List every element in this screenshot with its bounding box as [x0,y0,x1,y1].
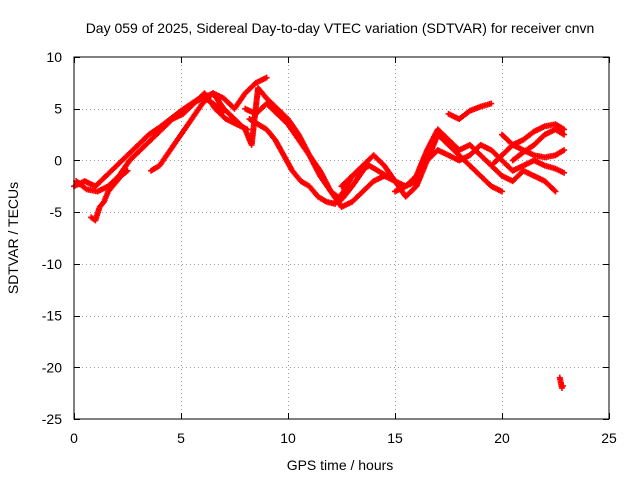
x-tick-label: 10 [280,430,296,446]
y-tick-label: 10 [46,49,62,65]
x-tick-label: 20 [494,430,510,446]
axis-ticks: 0 5 10 15 20 25 -25 -20 -15 -10 -5 0 5 10 [42,49,617,446]
data-point [559,382,566,389]
data-points [71,74,568,391]
data-point [488,100,495,107]
data-point [499,188,505,195]
data-point [561,147,568,154]
y-tick-label: -20 [42,359,62,375]
x-tick-label: 5 [177,430,185,446]
y-tick-label: -10 [42,256,62,272]
x-tick-label: 15 [387,430,403,446]
data-point [561,169,568,176]
data-point [124,167,131,174]
y-axis-label: SDTVAR / TECUs [5,182,21,294]
chart-title: Day 059 of 2025, Sidereal Day-to-day VTE… [86,20,595,36]
y-tick-label: 0 [54,152,62,168]
plot-frame [73,56,610,420]
x-tick-label: 0 [70,430,78,446]
y-tick-label: 5 [54,101,62,117]
data-point [561,126,568,133]
data-point [263,74,270,81]
data-point [551,187,558,194]
x-axis-label: GPS time / hours [287,457,394,473]
y-tick-label: -5 [50,204,63,220]
y-tick-label: -25 [42,411,62,427]
x-tick-label: 25 [601,430,617,446]
data-point [552,188,559,195]
data-point [561,131,568,138]
y-tick-label: -15 [42,308,62,324]
